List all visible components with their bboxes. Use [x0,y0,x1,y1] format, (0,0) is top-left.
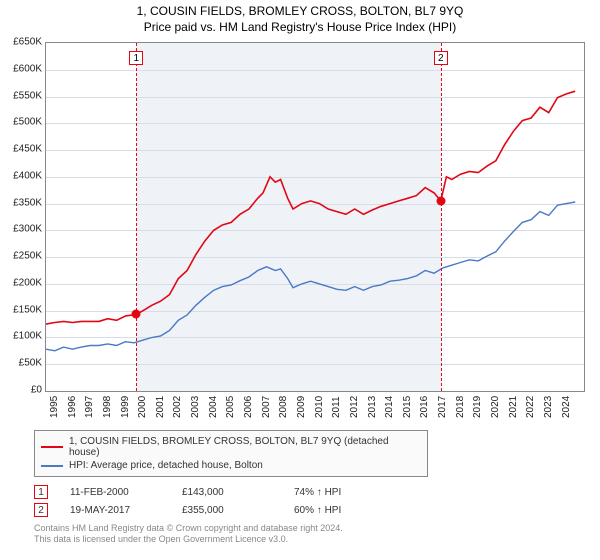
legend-label-hpi: HPI: Average price, detached house, Bolt… [69,460,263,471]
y-axis-label: £250K [0,251,42,262]
x-axis-label: 1995 [49,396,60,418]
x-axis-label: 2015 [402,396,413,418]
y-axis-label: £300K [0,224,42,235]
legend-row-hpi: HPI: Average price, detached house, Bolt… [41,459,421,472]
sale-detail-row: 2 19-MAY-2017 £355,000 60% ↑ HPI [34,501,586,519]
sale-marker-box: 2 [434,51,448,65]
y-axis-label: £350K [0,197,42,208]
x-axis-label: 2013 [367,396,378,418]
y-axis-label: £550K [0,90,42,101]
legend-label-property: 1, COUSIN FIELDS, BROMLEY CROSS, BOLTON,… [69,436,421,458]
x-axis-label: 1996 [67,396,78,418]
legend-swatch-property [41,446,63,448]
footer: Contains HM Land Registry data © Crown c… [34,523,586,546]
y-axis-label: £650K [0,37,42,48]
x-axis-label: 2011 [331,396,342,418]
x-axis-label: 2024 [561,396,572,418]
x-axis-label: 2023 [543,396,554,418]
footer-line1: Contains HM Land Registry data © Crown c… [34,523,586,534]
sale-date: 11-FEB-2000 [70,487,160,498]
y-axis-label: £100K [0,331,42,342]
y-axis-label: £400K [0,170,42,181]
price-chart: 12 [45,42,585,392]
sale-marker-line [136,43,137,391]
x-axis-label: 2009 [296,396,307,418]
sale-price: £143,000 [182,487,272,498]
legend-row-property: 1, COUSIN FIELDS, BROMLEY CROSS, BOLTON,… [41,435,421,459]
x-axis-label: 2014 [384,396,395,418]
x-axis-label: 2019 [472,396,483,418]
sale-marker-box: 1 [129,51,143,65]
chart-svg [46,43,584,391]
footer-line2: This data is licensed under the Open Gov… [34,534,586,545]
x-axis-label: 2018 [455,396,466,418]
sale-detail-row: 1 11-FEB-2000 £143,000 74% ↑ HPI [34,483,586,501]
title-address: 1, COUSIN FIELDS, BROMLEY CROSS, BOLTON,… [0,4,600,18]
sale-detail-box: 1 [34,485,48,499]
y-axis-label: £200K [0,277,42,288]
x-axis-label: 2017 [437,396,448,418]
x-axis-label: 2008 [278,396,289,418]
x-axis-label: 2002 [172,396,183,418]
x-axis-label: 1997 [84,396,95,418]
x-axis-label: 2006 [243,396,254,418]
sale-marker-line [441,43,442,391]
y-axis-label: £500K [0,117,42,128]
legend-box: 1, COUSIN FIELDS, BROMLEY CROSS, BOLTON,… [34,430,428,477]
sale-dot [436,196,445,205]
legend-swatch-hpi [41,465,63,467]
x-axis-label: 2021 [508,396,519,418]
x-axis-label: 2000 [137,396,148,418]
y-axis-label: £450K [0,144,42,155]
sale-dot [132,310,141,319]
y-axis-label: £0 [0,385,42,396]
x-axis-label: 2005 [225,396,236,418]
x-axis-label: 2003 [190,396,201,418]
x-axis-label: 2001 [155,396,166,418]
x-axis-label: 2010 [314,396,325,418]
title-subtitle: Price paid vs. HM Land Registry's House … [0,20,600,34]
x-axis-label: 2007 [261,396,272,418]
series-hpi [46,202,575,351]
sale-date: 19-MAY-2017 [70,505,160,516]
y-axis-label: £150K [0,304,42,315]
series-property [46,91,575,324]
sale-pct: 74% ↑ HPI [294,487,384,498]
x-axis-label: 2016 [419,396,430,418]
y-axis-label: £50K [0,358,42,369]
sale-pct: 60% ↑ HPI [294,505,384,516]
legend-area: 1, COUSIN FIELDS, BROMLEY CROSS, BOLTON,… [34,430,586,546]
y-axis-label: £600K [0,63,42,74]
x-axis-label: 2022 [525,396,536,418]
sale-detail-box: 2 [34,503,48,517]
x-axis-label: 1999 [120,396,131,418]
x-axis-label: 2012 [349,396,360,418]
x-axis-label: 2004 [208,396,219,418]
x-axis-label: 2020 [490,396,501,418]
x-axis-label: 1998 [102,396,113,418]
sale-price: £355,000 [182,505,272,516]
